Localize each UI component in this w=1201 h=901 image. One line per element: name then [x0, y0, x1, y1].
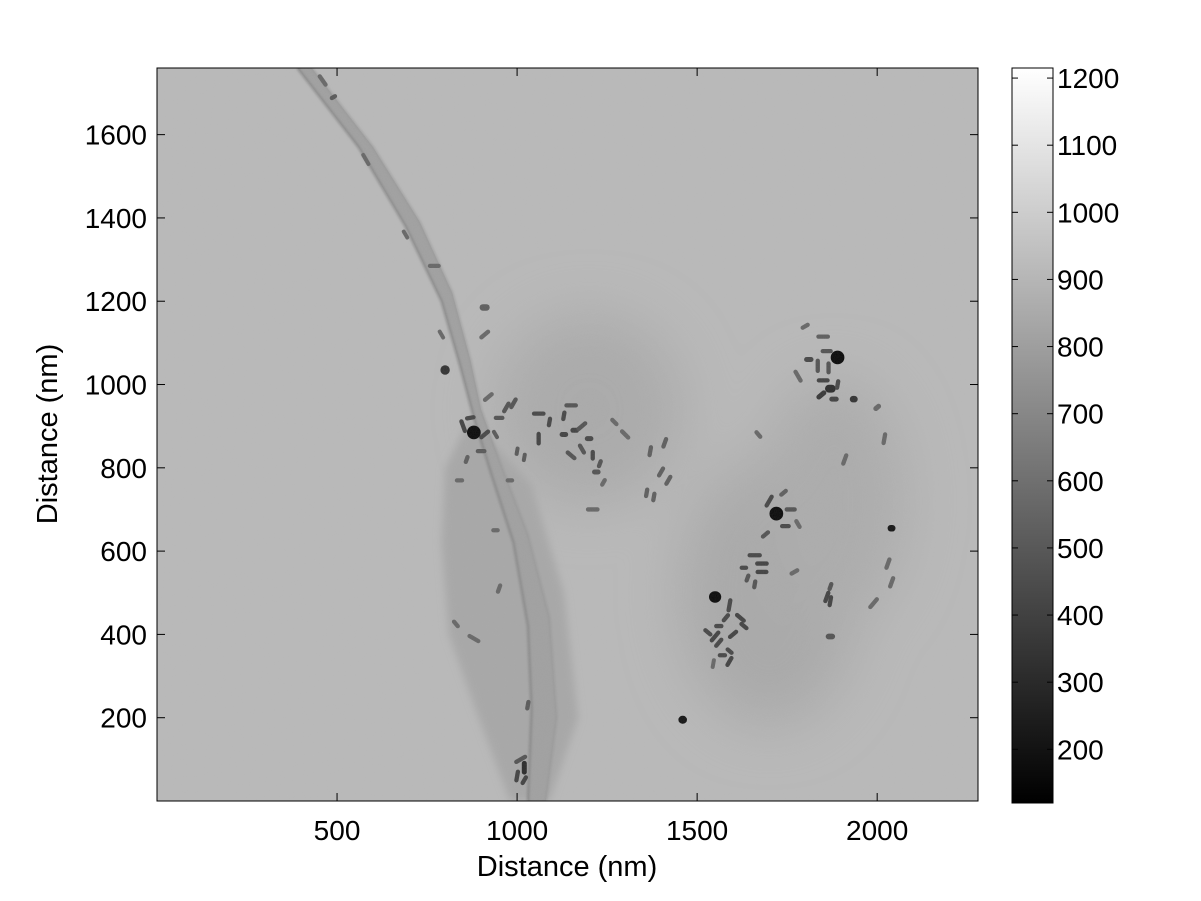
colorbar: 200 300 400 500 600 700 800 900 1000 1100 1200 [1011, 63, 1119, 804]
x-axis-ticks: 500 1000 1500 2000 [314, 68, 908, 846]
y-tick-label: 1200 [85, 286, 147, 317]
plot-area: 500 1000 1500 2000 200 400 600 800 1000 1200 1400… [32, 67, 979, 883]
colorbar-tick-label: 1000 [1057, 197, 1119, 228]
y-tick-label: 1600 [85, 120, 147, 151]
x-tick-label: 1500 [666, 815, 728, 846]
y-axis-label: Distance (nm) [32, 344, 64, 525]
y-tick-label: 200 [100, 703, 147, 734]
plot-frame [156, 67, 979, 802]
x-tick-label: 2000 [846, 815, 908, 846]
colorbar-tick-label: 1100 [1057, 130, 1117, 161]
x-tick-label: 1000 [486, 815, 548, 846]
colorbar-tick-label: 1200 [1057, 63, 1119, 94]
y-tick-label: 800 [100, 453, 147, 484]
colorbar-tick-label: 800 [1057, 332, 1104, 363]
y-tick-label: 600 [100, 536, 147, 567]
y-tick-label: 400 [100, 619, 147, 650]
y-tick-label: 1400 [85, 203, 147, 234]
colorbar-tick-label: 900 [1057, 264, 1104, 295]
colorbar-tick-label: 500 [1057, 533, 1104, 564]
colorbar-ticks: 200 300 400 500 600 700 800 900 1000 1100 1200 [1012, 63, 1119, 765]
colorbar-tick-label: 700 [1057, 399, 1104, 430]
grain-texture [157, 68, 978, 801]
colorbar-tick-label: 600 [1057, 466, 1104, 497]
x-tick-label: 500 [314, 815, 361, 846]
y-tick-label: 1000 [85, 370, 147, 401]
colorbar-tick-label: 300 [1057, 667, 1104, 698]
colorbar-tick-label: 200 [1057, 734, 1104, 765]
y-axis-ticks: 200 400 600 800 1000 1200 1400 1600 [85, 120, 978, 734]
x-axis-label: Distance (nm) [477, 851, 658, 883]
colorbar-gradient [1011, 67, 1054, 804]
colorbar-tick-label: 400 [1057, 600, 1104, 631]
